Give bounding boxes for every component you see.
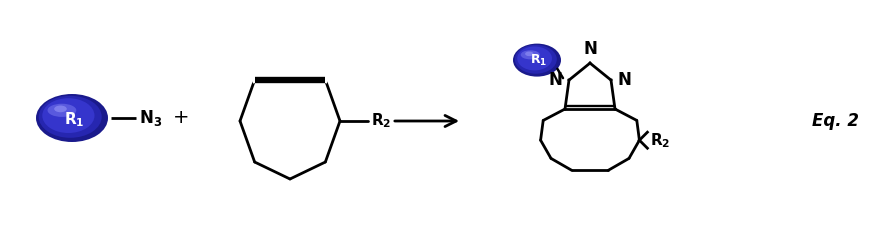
Text: Eq. 2: Eq. 2 — [810, 112, 858, 130]
Text: $\mathbf{R_2}$: $\mathbf{R_2}$ — [371, 112, 391, 130]
Ellipse shape — [36, 94, 108, 142]
Ellipse shape — [512, 44, 560, 77]
Ellipse shape — [47, 104, 76, 117]
Ellipse shape — [39, 96, 102, 138]
Ellipse shape — [524, 51, 533, 56]
Text: $\mathbf{R_2}$: $\mathbf{R_2}$ — [650, 131, 670, 150]
Ellipse shape — [517, 46, 552, 70]
Ellipse shape — [514, 45, 556, 74]
Text: $\mathbf{R_1}$: $\mathbf{R_1}$ — [63, 110, 84, 129]
Text: $\mathbf{R_1}$: $\mathbf{R_1}$ — [529, 53, 546, 68]
Ellipse shape — [520, 50, 539, 59]
Text: N: N — [582, 40, 596, 58]
Text: N: N — [617, 71, 631, 89]
Ellipse shape — [54, 105, 67, 112]
Text: $\mathbf{N_3}$: $\mathbf{N_3}$ — [139, 108, 162, 128]
Text: N: N — [548, 71, 562, 89]
Text: $+$: $+$ — [172, 109, 188, 127]
Ellipse shape — [42, 98, 95, 133]
